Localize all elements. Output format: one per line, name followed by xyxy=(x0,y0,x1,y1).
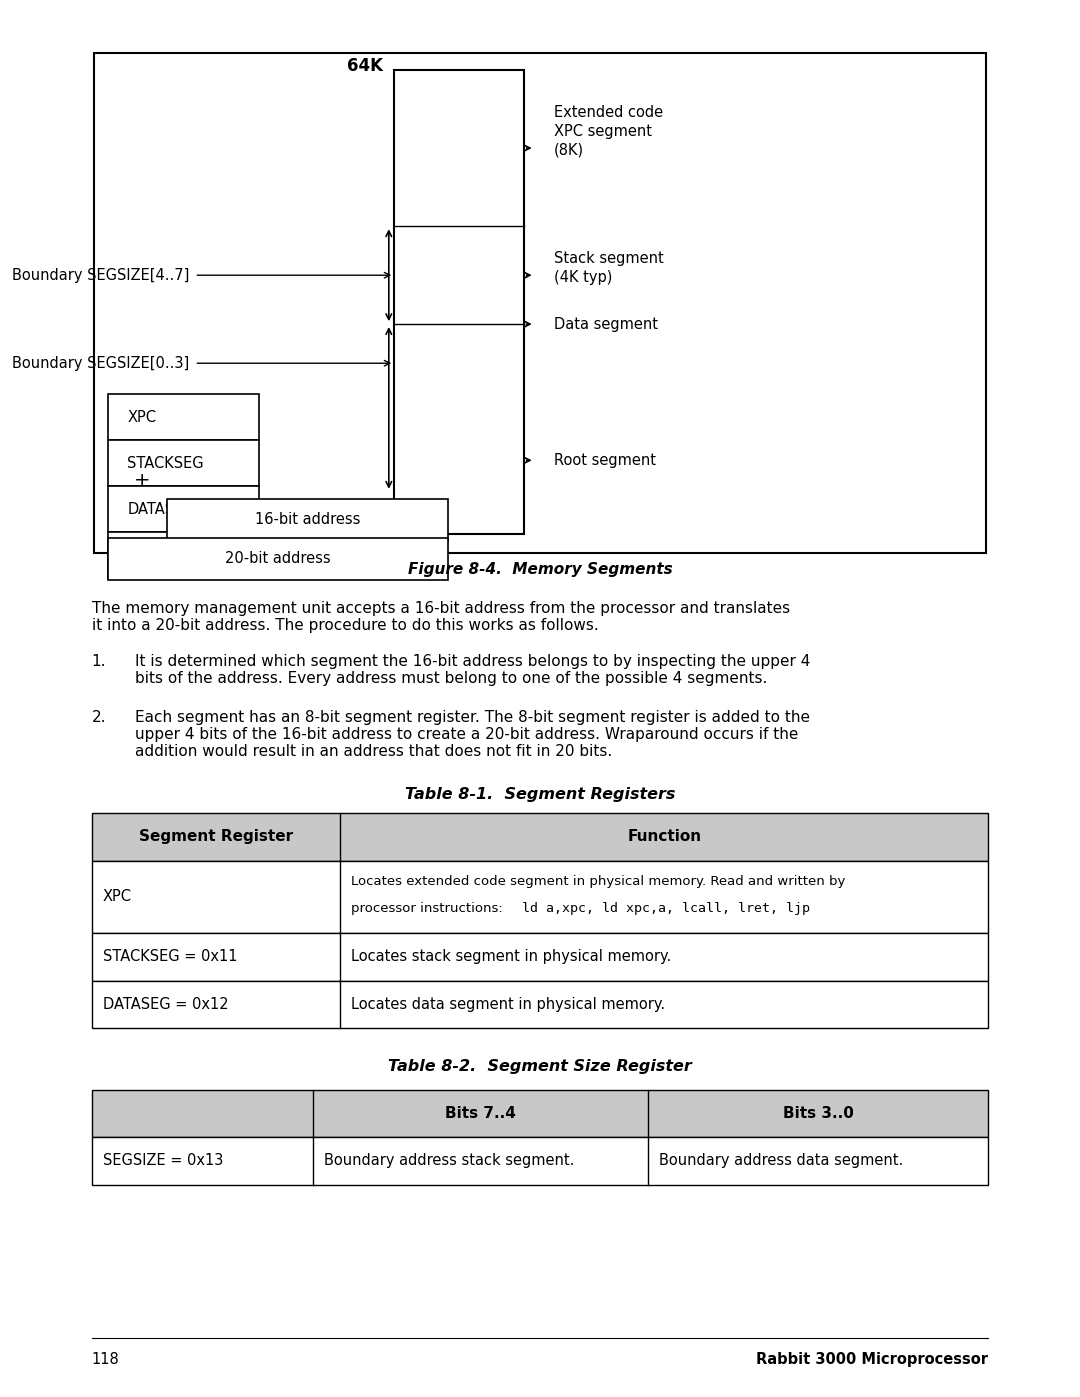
Text: XPC: XPC xyxy=(103,890,132,904)
Bar xyxy=(108,538,448,580)
Bar xyxy=(394,70,524,534)
Text: +: + xyxy=(134,471,151,490)
Text: Boundary SEGSIZE[0..3]: Boundary SEGSIZE[0..3] xyxy=(12,356,189,370)
Text: 20-bit address: 20-bit address xyxy=(226,552,330,566)
Text: processor instructions:: processor instructions: xyxy=(351,902,507,915)
Text: Locates data segment in physical memory.: Locates data segment in physical memory. xyxy=(351,997,665,1011)
Text: 1.: 1. xyxy=(92,654,106,669)
Bar xyxy=(92,1090,988,1137)
Text: Figure 8-4.  Memory Segments: Figure 8-4. Memory Segments xyxy=(407,563,673,577)
Bar xyxy=(108,532,259,578)
Text: SEGSIZE = 0x13: SEGSIZE = 0x13 xyxy=(103,1154,222,1168)
Text: Boundary address data segment.: Boundary address data segment. xyxy=(659,1154,903,1168)
Text: Boundary SEGSIZE[4..7]: Boundary SEGSIZE[4..7] xyxy=(12,268,189,282)
Text: XPC: XPC xyxy=(127,409,157,425)
Bar xyxy=(92,933,988,981)
Text: DATASEG: DATASEG xyxy=(127,502,195,517)
Text: Rabbit 3000 Microprocessor: Rabbit 3000 Microprocessor xyxy=(756,1352,988,1368)
Text: Segment Register: Segment Register xyxy=(139,830,293,844)
Text: Each segment has an 8-bit segment register. The 8-bit segment register is added : Each segment has an 8-bit segment regist… xyxy=(135,710,810,760)
Bar xyxy=(92,813,988,861)
Text: Extended code
XPC segment
(8K): Extended code XPC segment (8K) xyxy=(554,105,663,158)
Text: 118: 118 xyxy=(92,1352,120,1368)
Bar xyxy=(94,53,986,553)
Text: Bits 7..4: Bits 7..4 xyxy=(445,1106,516,1120)
Text: Table 8-1.  Segment Registers: Table 8-1. Segment Registers xyxy=(405,787,675,802)
Text: Locates stack segment in physical memory.: Locates stack segment in physical memory… xyxy=(351,950,672,964)
Text: Boundary address stack segment.: Boundary address stack segment. xyxy=(324,1154,575,1168)
Bar xyxy=(108,440,259,486)
Text: It is determined which segment the 16-bit address belongs to by inspecting the u: It is determined which segment the 16-bi… xyxy=(135,654,810,686)
Text: STACKSEG = 0x11: STACKSEG = 0x11 xyxy=(103,950,238,964)
Text: 16-bit address: 16-bit address xyxy=(255,513,361,527)
Text: Root segment: Root segment xyxy=(554,453,656,468)
Text: ld a,xpc, ld xpc,a, lcall, lret, ljp: ld a,xpc, ld xpc,a, lcall, lret, ljp xyxy=(522,902,810,915)
Text: 64K: 64K xyxy=(348,57,383,74)
Text: 0K: 0K xyxy=(359,521,383,538)
Bar xyxy=(92,861,988,933)
Text: Data segment: Data segment xyxy=(554,317,658,331)
Text: Stack segment
(4K typ): Stack segment (4K typ) xyxy=(554,251,664,285)
Text: 00: 00 xyxy=(174,548,193,563)
Text: DATASEG = 0x12: DATASEG = 0x12 xyxy=(103,997,228,1011)
Text: Function: Function xyxy=(627,830,701,844)
Bar xyxy=(92,981,988,1028)
Text: The memory management unit accepts a 16-bit address from the processor and trans: The memory management unit accepts a 16-… xyxy=(92,601,789,633)
Text: Bits 3..0: Bits 3..0 xyxy=(783,1106,853,1120)
Text: STACKSEG: STACKSEG xyxy=(127,455,204,471)
Text: Locates extended code segment in physical memory. Read and written by: Locates extended code segment in physica… xyxy=(351,875,846,887)
Bar xyxy=(92,1137,988,1185)
Text: Table 8-2.  Segment Size Register: Table 8-2. Segment Size Register xyxy=(388,1059,692,1074)
Bar xyxy=(167,499,448,541)
Bar xyxy=(108,486,259,532)
Text: 2.: 2. xyxy=(92,710,106,725)
Bar xyxy=(108,394,259,440)
